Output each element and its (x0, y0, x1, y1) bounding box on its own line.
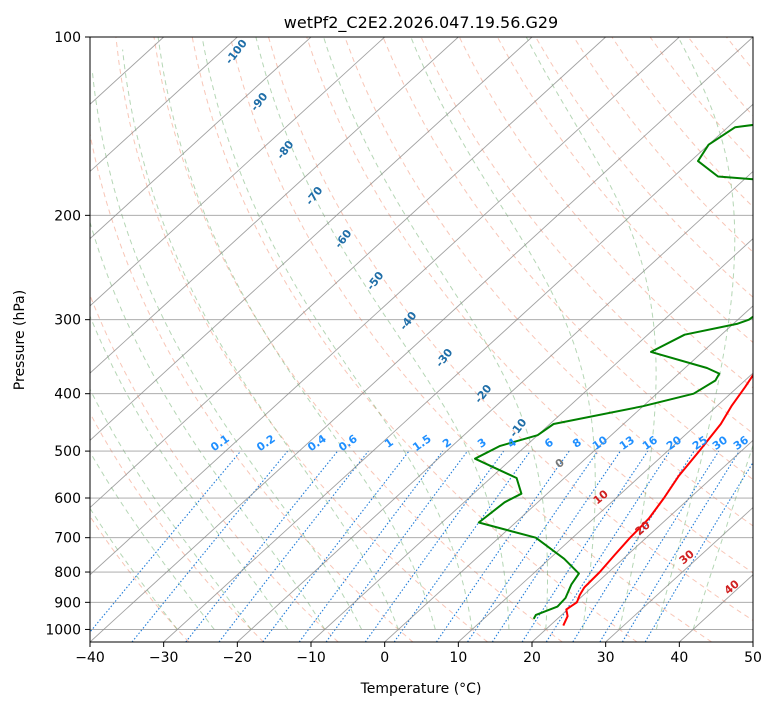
x-tick-label: 40 (670, 650, 688, 666)
isotherm (163, 103, 753, 642)
mixing-ratio-line (364, 450, 505, 642)
series-layer (474, 123, 753, 627)
isotherm (605, 506, 753, 642)
moist-adiabat (410, 37, 596, 630)
dry-adiabat (191, 37, 638, 642)
x-tick-label: 0 (380, 650, 389, 666)
dry-adiabat (90, 412, 264, 642)
x-axis: −40 −30 −20 −10 0 10 20 30 40 50 (75, 642, 762, 666)
temperature-line (562, 373, 753, 627)
plot-frame (89, 36, 754, 643)
moist-adiabat (201, 37, 473, 630)
isotherm (237, 170, 753, 642)
grid-lines (90, 37, 753, 642)
dry-adiabat (153, 37, 563, 642)
isotherm (90, 37, 533, 441)
moist-adiabat (90, 220, 326, 630)
mixing-ratio-line (644, 461, 753, 642)
x-tick-label: −30 (149, 650, 179, 666)
isotherm (384, 305, 753, 642)
y-tick-label: 1000 (45, 622, 81, 638)
isotherm (310, 238, 753, 642)
mixing-ratio-line (298, 450, 444, 642)
y-tick-label: 700 (54, 531, 81, 547)
moist-adiabat (122, 49, 399, 630)
mixing-ratio-line (491, 450, 621, 642)
moist-adiabat (90, 314, 289, 630)
y-tick-label: 400 (54, 387, 81, 403)
mixing-ratio-line (467, 450, 599, 642)
x-axis-label: Temperature (°C) (360, 681, 482, 697)
y-tick-label: 600 (54, 491, 81, 507)
y-axis: 100 200 300 400 500 600 700 800 900 1000 (45, 30, 90, 638)
mixing-ratio-line (572, 450, 695, 642)
dewpoint-line (474, 123, 753, 620)
x-tick-label: −40 (75, 650, 105, 666)
dry-adiabat (268, 37, 753, 622)
mixing-ratio-line (218, 450, 369, 642)
mixing-ratio-line (435, 450, 570, 642)
isotherm (458, 372, 753, 642)
y-axis-label: Pressure (hPa) (12, 290, 28, 390)
moist-adiabat (90, 388, 252, 630)
mixing-ratio-line (599, 450, 720, 642)
moist-adiabat (255, 37, 510, 630)
dry-adiabat (496, 37, 753, 344)
mixing-ratio-line (545, 450, 671, 642)
mixing-ratio-line (325, 450, 468, 642)
dry-adiabat (765, 37, 775, 642)
y-tick-label: 900 (54, 595, 81, 611)
y-tick-label: 200 (54, 208, 81, 224)
isotherm (90, 37, 238, 173)
y-tick-label: 100 (54, 30, 81, 46)
dry-adiabat (306, 37, 753, 574)
x-tick-label: 50 (744, 650, 762, 666)
dry-adiabat (115, 37, 488, 642)
dry-adiabat (90, 293, 339, 642)
isotherm (90, 37, 459, 374)
dry-adiabat (90, 515, 190, 642)
x-tick-label: −10 (296, 650, 326, 666)
isotherm (90, 37, 680, 576)
moist-adiabat (157, 37, 436, 630)
isotherm (90, 37, 753, 642)
isotherm (90, 37, 385, 307)
y-tick-label: 300 (54, 313, 81, 329)
x-tick-label: 30 (597, 650, 615, 666)
mixing-ratio-line (521, 450, 649, 642)
y-tick-label: 500 (54, 444, 81, 460)
chart-title: wetPf2_C2E2.2026.047.19.56.G29 (284, 13, 558, 33)
dry-adiabat (458, 37, 753, 389)
moist-adiabat (90, 507, 178, 630)
moist-adiabat (525, 37, 657, 630)
isotherm (752, 641, 753, 642)
mixing-ratio-line (621, 450, 740, 642)
x-tick-label: −20 (223, 650, 253, 666)
x-tick-label: 10 (449, 650, 467, 666)
moist-adiabat (90, 450, 215, 630)
moist-adiabat (323, 37, 548, 630)
x-tick-label: 20 (523, 650, 541, 666)
y-tick-label: 800 (54, 565, 81, 581)
mixing-ratio-line (262, 450, 410, 642)
isotherm (531, 439, 753, 642)
isotherm (90, 37, 312, 240)
isotherm (90, 37, 606, 509)
